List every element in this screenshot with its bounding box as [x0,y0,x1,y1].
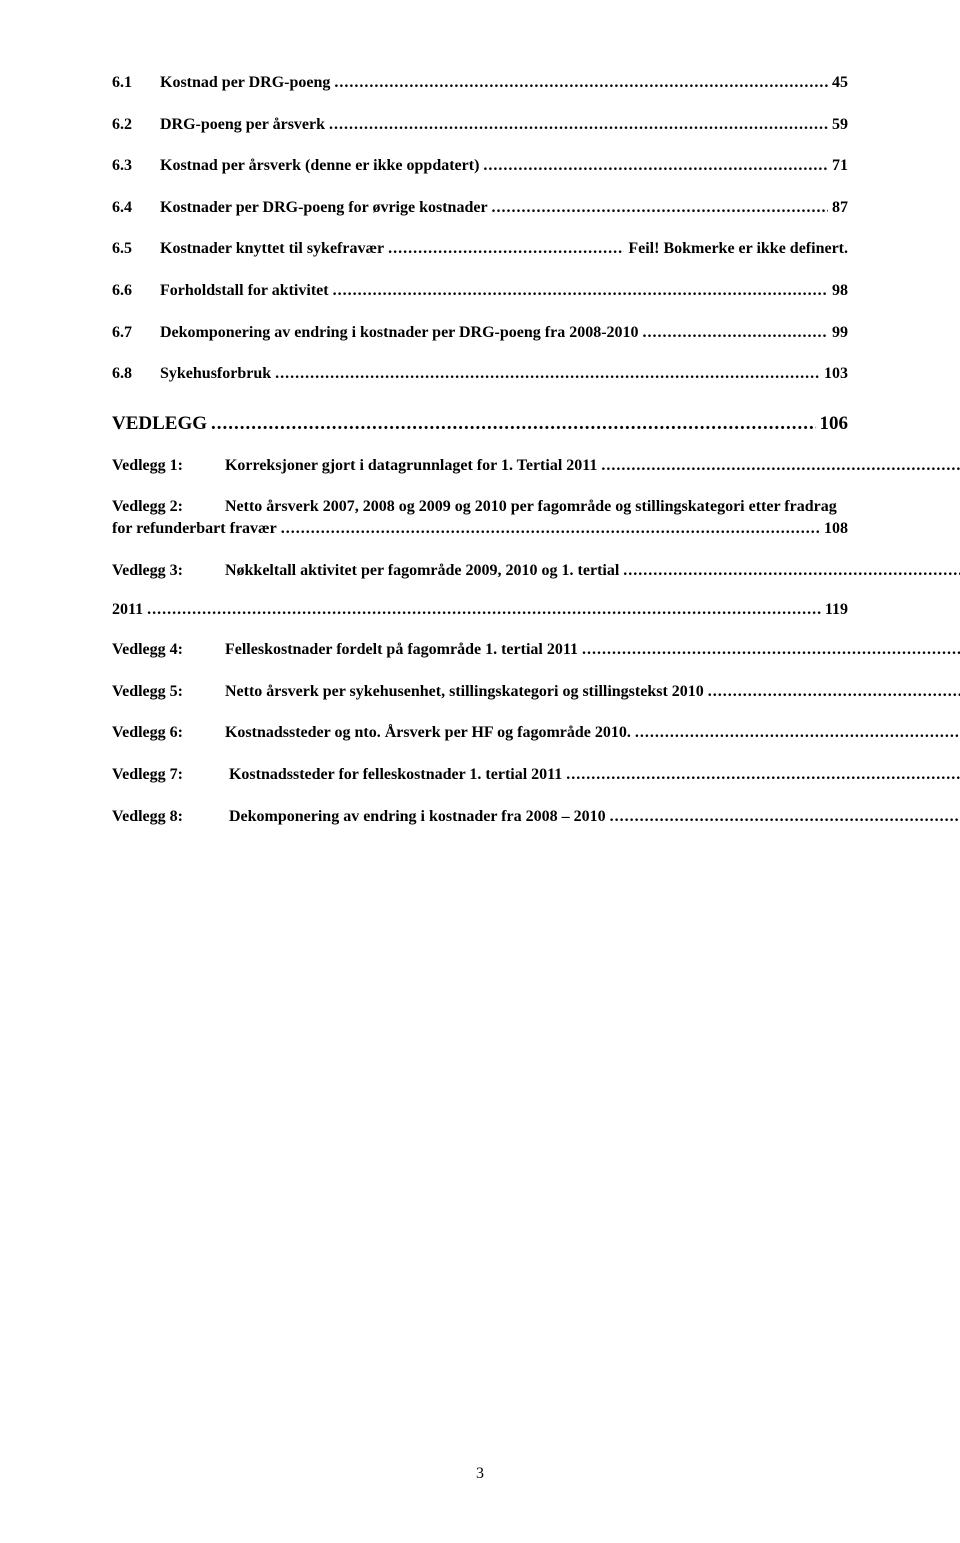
toc-title: Kostnad per DRG-poeng [160,72,330,94]
vedlegg-leader [582,639,960,661]
toc-entry: 6.2 DRG-poeng per årsverk 59 [112,114,848,136]
page: 6.1 Kostnad per DRG-poeng 45 6.2 DRG-poe… [0,0,960,1543]
vedlegg-desc: Netto årsverk per sykehusenhet, stilling… [225,681,704,703]
vedlegg-entry: Vedlegg 2: Netto årsverk 2007, 2008 og 2… [112,496,848,539]
vedlegg-label: Vedlegg 6: [112,722,183,744]
toc-page: 98 [832,280,848,302]
section-heading: VEDLEGG 106 [112,413,848,435]
vedlegg-desc: Kostnadssteder og nto. Årsverk per HF og… [225,722,631,744]
vedlegg-entry: Vedlegg 6: Kostnadssteder og nto. Årsver… [112,722,848,744]
toc-leader [388,238,624,260]
toc-entry: 6.8 Sykehusforbruk 103 [112,363,848,385]
toc-leader [483,155,828,177]
vedlegg-leader [281,518,820,540]
toc-title: Kostnader knyttet til sykefravær [160,238,384,260]
vedlegg-label: Vedlegg 3: [112,560,183,582]
toc-page: Feil! Bokmerke er ikke definert. [628,238,848,260]
toc-number: 6.4 [112,197,132,219]
toc-leader [147,601,821,619]
vedlegg-leader [623,560,960,582]
toc-entry-year: 2011 119 [112,601,848,619]
toc-number: 6.5 [112,238,132,260]
toc-number: 6.1 [112,72,132,94]
vedlegg-label: Vedlegg 4: [112,639,183,661]
vedlegg-entry: Vedlegg 8: Dekomponering av endring i ko… [112,806,848,828]
toc-entry: 6.7 Dekomponering av endring i kostnader… [112,322,848,344]
toc-entry: 6.3 Kostnad per årsverk (denne er ikke o… [112,155,848,177]
toc-number: 6.3 [112,155,132,177]
vedlegg-desc-cont: for refunderbart fravær [112,518,277,540]
vedlegg-entry: Vedlegg 1: Korreksjoner gjort i datagrun… [112,455,848,477]
vedlegg-entry: Vedlegg 4: Felleskostnader fordelt på fa… [112,639,848,661]
section-title: VEDLEGG [112,413,207,435]
vedlegg-leader [708,681,960,703]
toc-page: 71 [832,155,848,177]
vedlegg-entry: Vedlegg 5: Netto årsverk per sykehusenhe… [112,681,848,703]
vedlegg-entry: Vedlegg 3: Nøkkeltall aktivitet per fago… [112,560,848,582]
toc-page: 87 [832,197,848,219]
toc-leader [334,72,828,94]
toc-leader [329,114,828,136]
toc-year: 2011 [112,601,143,619]
vedlegg-desc: Netto årsverk 2007, 2008 og 2009 og 2010… [225,498,837,515]
toc-page: 45 [832,72,848,94]
toc-page: 59 [832,114,848,136]
section-page: 106 [820,413,849,435]
section-leader [211,413,815,435]
toc-number: 6.8 [112,363,132,385]
toc-entry: 6.1 Kostnad per DRG-poeng 45 [112,72,848,94]
vedlegg-desc: Felleskostnader fordelt på fagområde 1. … [225,639,578,661]
vedlegg-label: Vedlegg 7: [112,764,183,786]
toc-leader [643,322,828,344]
toc-number: 6.6 [112,280,132,302]
vedlegg-label: Vedlegg 1: [112,455,183,477]
toc-leader [275,363,820,385]
vedlegg-label: Vedlegg 8: [112,806,183,828]
vedlegg-desc: Kostnadssteder for felleskostnader 1. te… [225,764,562,786]
toc-number: 6.2 [112,114,132,136]
toc-entry: 6.4 Kostnader per DRG-poeng for øvrige k… [112,197,848,219]
vedlegg-desc: Korreksjoner gjort i datagrunnlaget for … [225,455,597,477]
toc-leader [492,197,828,219]
toc-title: Forholdstall for aktivitet [160,280,329,302]
toc-page: 119 [825,601,848,619]
toc-title: Kostnader per DRG-poeng for øvrige kostn… [160,197,488,219]
vedlegg-desc: Dekomponering av endring i kostnader fra… [225,806,606,828]
vedlegg-leader [566,764,960,786]
toc-page: 103 [824,363,848,385]
page-number: 3 [0,1465,960,1483]
toc-number: 6.7 [112,322,132,344]
toc-title: Dekomponering av endring i kostnader per… [160,322,639,344]
toc-entry: 6.5 Kostnader knyttet til sykefravær Fei… [112,238,848,260]
toc-title: DRG-poeng per årsverk [160,114,325,136]
vedlegg-leader [635,722,960,744]
vedlegg-desc: Nøkkeltall aktivitet per fagområde 2009,… [225,560,619,582]
toc-leader [333,280,828,302]
toc-entry: 6.6 Forholdstall for aktivitet 98 [112,280,848,302]
vedlegg-label: Vedlegg 2: [112,496,183,518]
vedlegg-label: Vedlegg 5: [112,681,183,703]
vedlegg-leader [601,455,960,477]
toc-title: Sykehusforbruk [160,363,271,385]
vedlegg-page: 108 [824,518,848,540]
vedlegg-entry: Vedlegg 7: Kostnadssteder for felleskost… [112,764,848,786]
toc-title: Kostnad per årsverk (denne er ikke oppda… [160,155,479,177]
toc-page: 99 [832,322,848,344]
vedlegg-leader [610,806,960,828]
